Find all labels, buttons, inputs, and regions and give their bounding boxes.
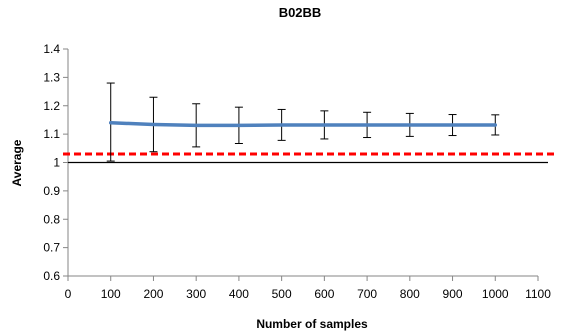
- x-tick-label: 500: [272, 287, 292, 301]
- x-tick-label: 400: [229, 287, 249, 301]
- y-tick-label: 1: [53, 156, 60, 170]
- x-tick-label: 700: [357, 287, 377, 301]
- y-tick-label: 0.6: [43, 269, 60, 283]
- x-tick-label: 800: [400, 287, 420, 301]
- x-tick-label: 900: [443, 287, 463, 301]
- y-tick-label: 0.8: [43, 212, 60, 226]
- y-axis-label: Average: [10, 139, 24, 186]
- y-tick-label: 1.3: [43, 70, 60, 84]
- x-tick-label: 100: [101, 287, 121, 301]
- x-axis-label: Number of samples: [256, 317, 368, 331]
- y-tick-label: 1.1: [43, 127, 60, 141]
- y-tick-label: 1.4: [43, 42, 60, 56]
- x-tick-label: 1000: [482, 287, 509, 301]
- x-tick-label: 600: [314, 287, 334, 301]
- x-tick-label: 0: [65, 287, 72, 301]
- x-tick-label: 300: [186, 287, 206, 301]
- x-tick-label: 1100: [525, 287, 551, 301]
- y-tick-label: 0.9: [43, 184, 60, 198]
- y-tick-label: 1.2: [43, 99, 60, 113]
- y-tick-label: 0.7: [43, 241, 60, 255]
- chart-title: B02BB: [279, 5, 322, 20]
- series-line: [108, 121, 498, 128]
- x-tick-label: 200: [143, 287, 163, 301]
